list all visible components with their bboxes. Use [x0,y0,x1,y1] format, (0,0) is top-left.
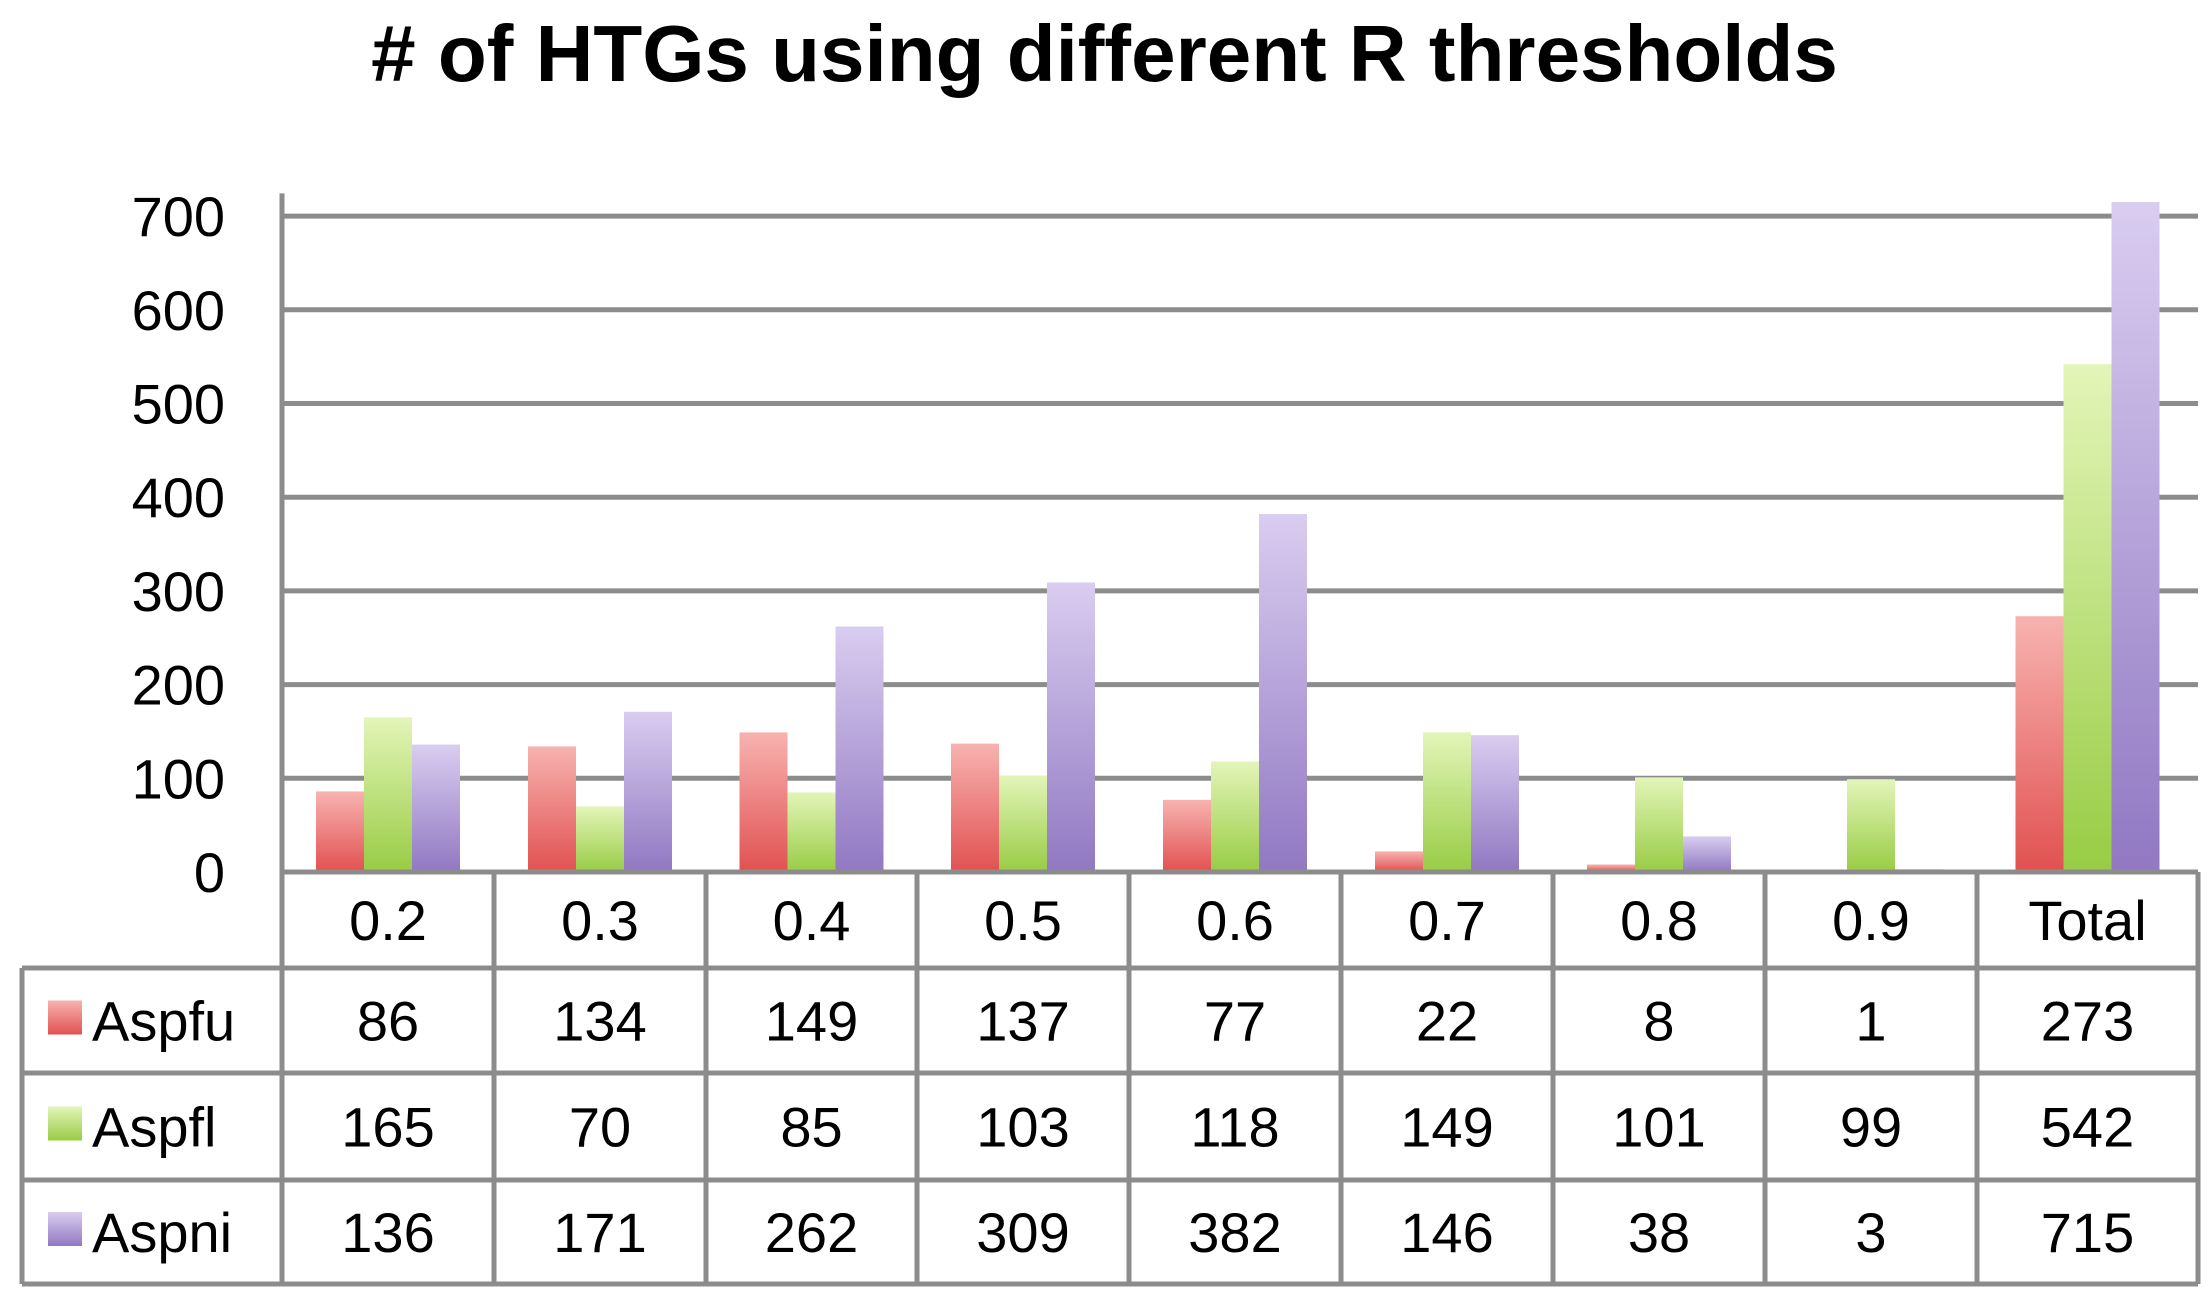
data-label: 77 [1204,990,1266,1053]
x-tick-label: 0.3 [561,889,639,952]
data-label: 101 [1612,1096,1705,1159]
bar-aspni-0.4 [835,626,884,872]
x-tick-label: 0.5 [984,889,1062,952]
data-label: 85 [780,1096,842,1159]
bar-aspni-0.7 [1471,735,1519,872]
data-label: 134 [553,990,646,1053]
legend-key-aspni [48,1212,82,1246]
x-tick-label: 0.7 [1408,889,1486,952]
x-tick-label: 0.9 [1832,889,1910,952]
y-axis-ticks: 0 100 200 300 400 500 600 700 [132,185,225,904]
data-label: 103 [976,1096,1069,1159]
bar-aspfl-0.7 [1423,732,1471,872]
data-label: 309 [976,1201,1069,1264]
data-label: 118 [1190,1096,1279,1159]
data-label: 3 [1855,1201,1886,1264]
data-label: 715 [2041,1201,2134,1264]
data-label: 382 [1188,1201,1281,1264]
data-label: 542 [2041,1096,2134,1159]
y-tick-label: 400 [132,466,225,529]
bar-aspni-total [2111,202,2160,873]
bar-aspfu-0.5 [951,743,999,872]
y-tick-label: 100 [132,747,225,810]
data-label: 149 [765,990,858,1053]
legend-key-aspfu [48,1000,82,1035]
bar-aspni-0.2 [412,744,460,872]
bar-aspfl-0.9 [1847,779,1895,872]
chart-title: # of HTGs using different R thresholds [371,9,1838,98]
bar-aspfu-total [2015,616,2064,872]
bar-aspfu-0.2 [316,791,364,872]
y-tick-label: 200 [132,654,225,717]
data-label: 171 [553,1201,646,1264]
bar-aspfu-0.6 [1163,799,1211,872]
bars [316,202,2160,873]
x-tick-label: 0.4 [773,889,851,952]
gridlines [279,193,2198,872]
data-table: 0.2 0.3 0.4 0.5 0.6 0.7 0.8 0.9 Total Aspfu 86 134 1… [19,869,2201,1287]
data-label: 165 [341,1096,434,1159]
bar-aspfl-0.6 [1211,761,1259,872]
data-label: 262 [765,1201,858,1264]
legend-label: Aspfu [92,990,235,1053]
x-tick-label: Total [2028,889,2146,952]
data-label: 22 [1416,990,1478,1053]
x-tick-label: 0.2 [349,889,427,952]
bar-aspni-0.8 [1683,836,1731,872]
bar-aspfl-total [2063,364,2112,872]
data-label: 149 [1400,1096,1493,1159]
bar-aspfu-0.3 [528,746,576,872]
data-label: 1 [1855,990,1886,1053]
data-label: 70 [569,1096,631,1159]
y-tick-label: 500 [132,373,225,436]
data-label: 136 [341,1201,434,1264]
bar-aspfl-0.4 [787,792,836,872]
bar-aspfu-0.4 [739,732,788,872]
bar-aspfl-0.5 [999,775,1047,872]
bar-aspfl-0.3 [576,806,624,872]
x-tick-label: 0.8 [1620,889,1698,952]
data-label: 146 [1400,1201,1493,1264]
y-tick-label: 600 [132,279,225,342]
data-label: 273 [2041,990,2134,1053]
bar-aspfu-0.7 [1375,851,1423,872]
data-label: 86 [357,990,419,1053]
x-tick-label: 0.6 [1196,889,1274,952]
legend-key-aspfl [48,1106,82,1141]
bar-aspni-0.6 [1259,514,1307,872]
data-label: 137 [976,990,1069,1053]
bar-aspfl-0.8 [1635,777,1683,872]
data-label: 8 [1643,990,1674,1053]
legend-label: Aspfl [92,1096,217,1159]
y-tick-label: 700 [132,185,225,248]
data-label: 99 [1840,1096,1902,1159]
legend-label: Aspni [92,1201,232,1264]
bar-aspni-0.3 [624,711,672,872]
bar-aspfl-0.2 [364,717,412,872]
y-tick-label: 0 [194,841,225,904]
y-tick-label: 300 [132,560,225,623]
bar-aspni-0.5 [1047,582,1095,872]
bar-aspfu-0.8 [1587,864,1635,872]
data-label: 38 [1628,1201,1690,1264]
